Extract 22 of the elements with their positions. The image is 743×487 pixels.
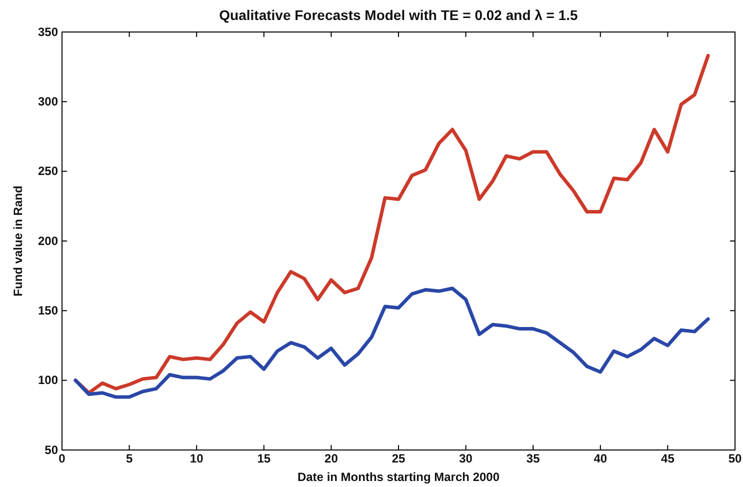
x-tick-label: 20	[324, 452, 338, 466]
x-tick-label: 10	[190, 452, 204, 466]
x-tick-label: 50	[728, 452, 742, 466]
y-tick-label: 300	[38, 94, 58, 109]
x-tick-label: 5	[126, 452, 133, 466]
y-tick-label: 50	[44, 442, 58, 457]
y-tick-label: 150	[38, 304, 58, 318]
y-tick-label: 100	[38, 373, 58, 388]
x-tick-label: 0	[58, 452, 66, 466]
line-series	[74, 286, 710, 399]
x-tick-label: 30	[459, 452, 473, 466]
x-tick-label: 25	[392, 452, 406, 466]
y-tick-label: 250	[38, 164, 58, 178]
x-tick-label: 15	[257, 452, 271, 466]
chart-title: Qualitative Forecasts Model with TE = 0.02 and λ = 1.5	[219, 7, 578, 23]
x-tick-label: 45	[661, 452, 675, 466]
x-tick-label: 40	[594, 452, 608, 466]
x-axis-title: Date in Months starting March 2000	[297, 470, 500, 484]
y-axis-title: Fund value in Rand	[11, 186, 25, 296]
y-tick-label: 350	[38, 24, 58, 39]
x-tick-label: 35	[526, 452, 540, 466]
y-tick-label: 200	[38, 234, 58, 248]
